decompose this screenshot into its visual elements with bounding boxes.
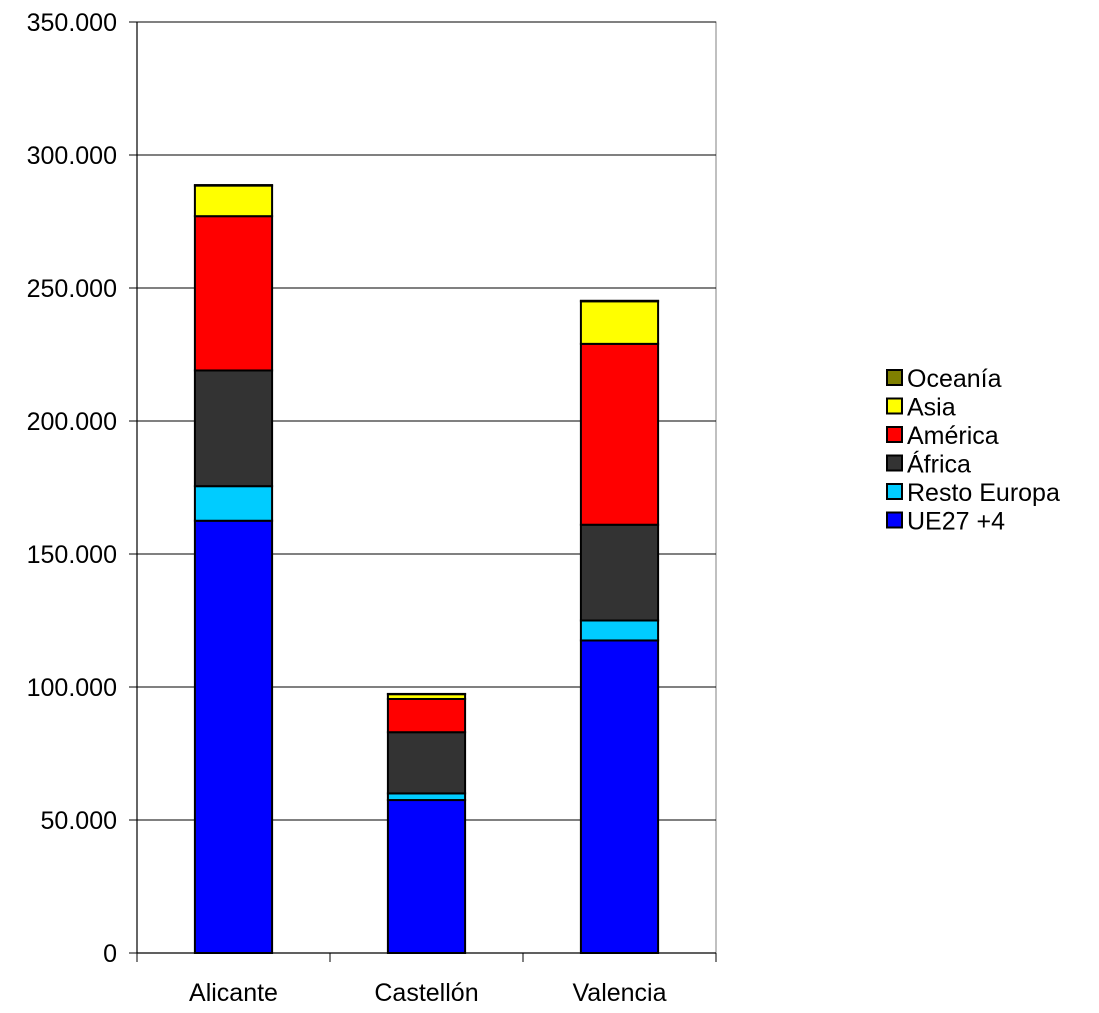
- y-tick-label: 100.000: [27, 674, 117, 702]
- y-tick-label: 300.000: [27, 142, 117, 170]
- bar-valencia-ue27-4: [581, 640, 658, 953]
- bar-alicante-oceania: [195, 185, 272, 186]
- legend-item-asia: Asia: [887, 394, 956, 422]
- y-tick-label: 350.000: [27, 9, 117, 37]
- bar-valencia-asia: [581, 301, 658, 344]
- legend-label: UE27 +4: [907, 508, 1005, 536]
- bar-alicante-africa: [195, 370, 272, 486]
- bar-alicante-asia: [195, 186, 272, 217]
- bar-alicante-ue27-4: [195, 521, 272, 953]
- legend-item-ue27-4: UE27 +4: [887, 508, 1005, 536]
- bar-alicante-america: [195, 216, 272, 370]
- bar-valencia-africa: [581, 525, 658, 621]
- legend-swatch: [887, 427, 902, 442]
- legend-item-africa: África: [887, 450, 971, 479]
- legend-item-oceania: Oceanía: [887, 365, 1002, 393]
- bar-castellon-ue27-4: [388, 800, 465, 953]
- legend-label: Oceanía: [907, 365, 1002, 393]
- legend-label: Resto Europa: [907, 479, 1060, 507]
- bar-valencia-resto-europa: [581, 621, 658, 641]
- bar-castellon-america: [388, 699, 465, 732]
- legend-swatch: [887, 456, 902, 471]
- bar-valencia-america: [581, 344, 658, 525]
- x-tick-label: Valencia: [572, 979, 666, 1007]
- y-tick-label: 50.000: [41, 807, 117, 835]
- y-tick-label: 200.000: [27, 408, 117, 436]
- legend-label: América: [907, 422, 999, 450]
- legend-swatch: [887, 513, 902, 528]
- x-tick-label: Castellón: [374, 979, 478, 1007]
- y-tick-label: 0: [103, 940, 117, 968]
- legend-label: África: [907, 450, 971, 479]
- legend-label: Asia: [907, 394, 956, 422]
- legend-swatch: [887, 370, 902, 385]
- legend-item-america: América: [887, 422, 999, 450]
- bar-valencia-oceania: [581, 301, 658, 302]
- y-tick-label: 150.000: [27, 541, 117, 569]
- y-tick-label: 250.000: [27, 275, 117, 303]
- bar-castellon-africa: [388, 732, 465, 793]
- legend-swatch: [887, 484, 902, 499]
- legend-item-resto-europa: Resto Europa: [887, 479, 1060, 507]
- bar-alicante-resto-europa: [195, 486, 272, 521]
- x-tick-label: Alicante: [189, 979, 278, 1007]
- legend-swatch: [887, 399, 902, 414]
